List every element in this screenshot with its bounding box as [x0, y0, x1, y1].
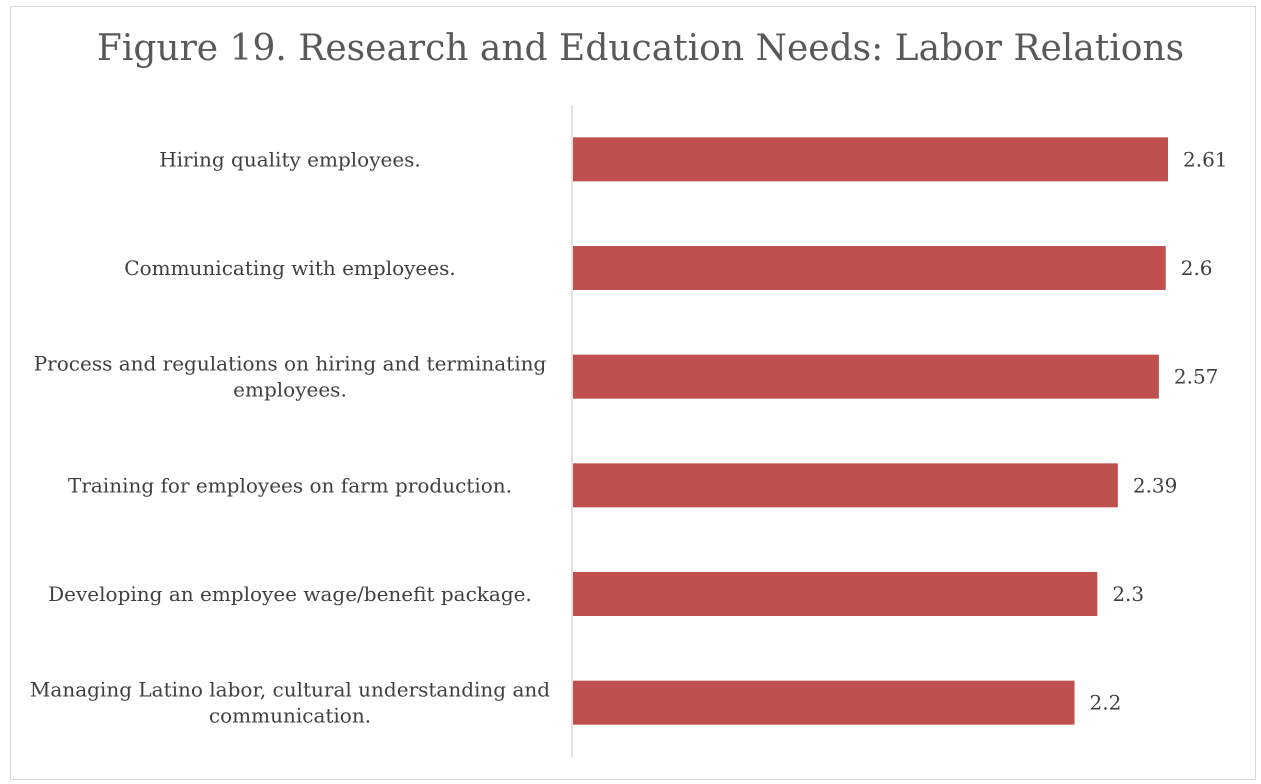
data-labels-layer: 2.61 2.6 2.57 2.39 2.3 2.2: [1090, 147, 1228, 714]
category-label-line: Communicating with employees.: [124, 256, 455, 280]
category-label-3: Process and regulations on hiring and te…: [34, 352, 547, 402]
category-label-2: Communicating with employees.: [124, 256, 455, 280]
chart-title: Figure 19. Research and Education Needs:…: [96, 28, 1185, 69]
bar-1: [573, 137, 1168, 182]
data-label-5: 2.3: [1112, 582, 1144, 606]
category-label-line: Developing an employee wage/benefit pack…: [48, 582, 532, 606]
category-labels-layer: Hiring quality employees. Communicating w…: [30, 147, 550, 727]
category-label-line: Hiring quality employees.: [159, 147, 421, 171]
category-label-line: Training for employees on farm productio…: [68, 473, 512, 497]
data-label-3: 2.57: [1174, 365, 1219, 389]
category-label-6: Managing Latino labor, cultural understa…: [30, 678, 550, 728]
category-label-5: Developing an employee wage/benefit pack…: [48, 582, 532, 606]
data-label-4: 2.39: [1133, 473, 1178, 497]
data-label-1: 2.61: [1183, 147, 1228, 171]
category-label-4: Training for employees on farm productio…: [68, 473, 512, 497]
category-label-1: Hiring quality employees.: [159, 147, 421, 171]
bars-layer: [573, 137, 1168, 725]
bar-4: [573, 463, 1118, 508]
category-label-line: employees.: [233, 378, 347, 402]
bar-3: [573, 354, 1159, 399]
category-label-line: communication.: [209, 704, 371, 728]
bar-2: [573, 246, 1166, 290]
category-label-line: Process and regulations on hiring and te…: [34, 352, 547, 376]
data-label-2: 2.6: [1181, 256, 1213, 280]
bar-5: [573, 572, 1098, 616]
data-label-6: 2.2: [1090, 691, 1122, 715]
category-label-line: Managing Latino labor, cultural understa…: [30, 678, 550, 702]
bar-6: [573, 680, 1075, 725]
